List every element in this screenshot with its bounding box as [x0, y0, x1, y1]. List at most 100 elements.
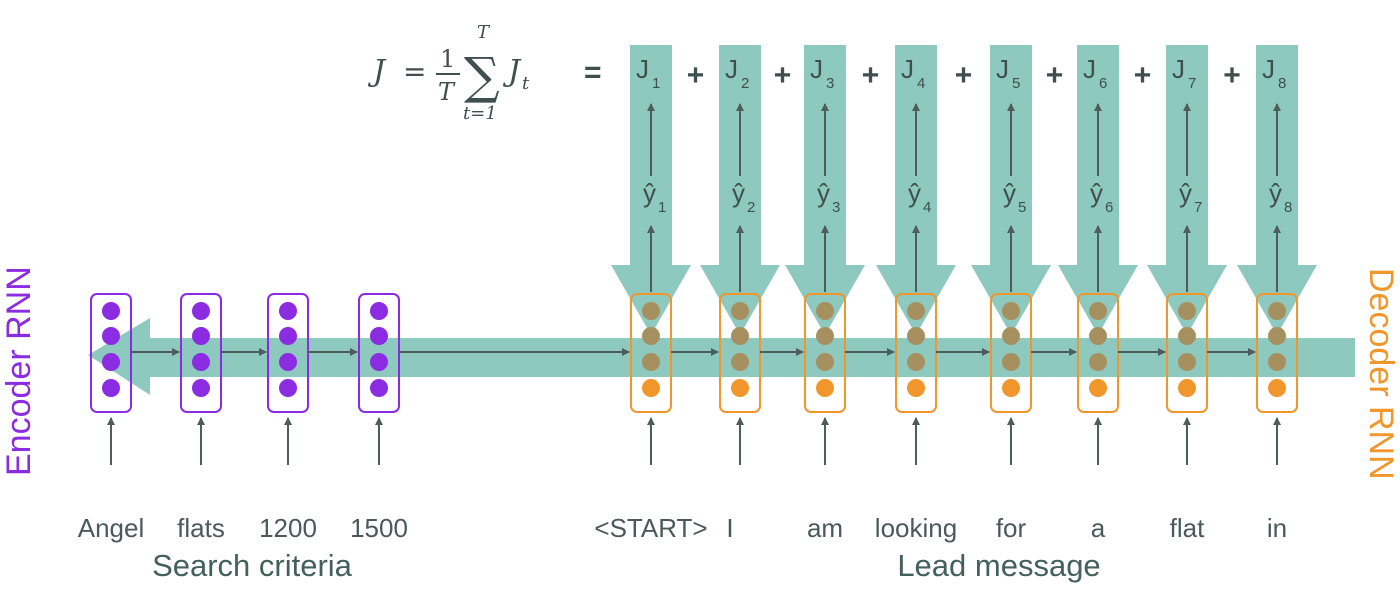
vertical-flow-arrowhead	[1058, 265, 1138, 335]
prediction-label: ŷ	[1090, 178, 1103, 208]
loss-term-label: J	[901, 54, 914, 84]
loss-formula: J = 1 T T ∑ t=1 J t =	[367, 22, 602, 124]
loss-term-subscript: 1	[652, 75, 660, 92]
decoder-hidden-unit	[1178, 327, 1196, 345]
prediction-subscript: 1	[658, 199, 666, 216]
decoder-input-word: <START>	[594, 513, 707, 543]
loss-term-subscript: 7	[1188, 75, 1196, 92]
prediction-label: ŷ	[643, 178, 656, 208]
loss-term-subscript: 8	[1278, 75, 1286, 92]
prediction-subscript: 6	[1105, 199, 1113, 216]
loss-term-subscript: 6	[1099, 75, 1107, 92]
prediction-label: ŷ	[732, 178, 745, 208]
decoder-hidden-unit	[907, 379, 925, 397]
encoder-hidden-unit	[279, 379, 297, 397]
decoder-hidden-unit	[642, 353, 660, 371]
plus-sign: +	[1223, 59, 1241, 92]
loss-sum-sign: ∑	[464, 47, 500, 105]
decoder-hidden-unit	[731, 302, 749, 320]
decoder-hidden-unit	[1002, 302, 1020, 320]
decoder-hidden-unit	[1178, 353, 1196, 371]
encoder-hidden-unit	[279, 327, 297, 345]
loss-term-subscript: 3	[826, 75, 834, 92]
decoder-input-word: looking	[875, 513, 957, 543]
vertical-flow-arrowhead	[785, 265, 865, 335]
encoder-hidden-unit	[192, 379, 210, 397]
labels-layer: Angel flats 1200 1500 <START>ŷ 1J 1 +Iŷ 2J 2 +amŷ 3…	[78, 54, 1293, 543]
decoder-input-word: I	[726, 513, 733, 543]
loss-total-equals: =	[584, 56, 602, 89]
decoder-input-word: in	[1267, 513, 1287, 543]
decoder-input-word: for	[996, 513, 1027, 543]
gradient-flow-layer	[88, 45, 1355, 395]
loss-term-label: J	[1083, 54, 1096, 84]
vertical-flow-arrowhead	[611, 265, 691, 335]
plus-sign: +	[1046, 59, 1064, 92]
prediction-subscript: 7	[1194, 199, 1202, 216]
loss-sum-upper: T	[477, 22, 491, 43]
loss-term: J	[502, 54, 522, 89]
encoder-side-label: Encoder RNN	[0, 266, 38, 476]
decoder-hidden-unit	[1002, 353, 1020, 371]
loss-lhs: J	[367, 54, 387, 89]
prediction-label: ŷ	[817, 178, 830, 208]
plus-sign: +	[955, 59, 973, 92]
decoder-hidden-unit	[816, 379, 834, 397]
decoder-hidden-unit	[1268, 353, 1286, 371]
vertical-flow-arrowhead	[1147, 265, 1227, 335]
loss-term-label: J	[725, 54, 738, 84]
loss-term-subscript: 2	[741, 75, 749, 92]
decoder-hidden-unit	[1089, 353, 1107, 371]
decoder-hidden-unit	[731, 379, 749, 397]
loss-frac-den: T	[438, 78, 456, 106]
decoder-input-word: am	[807, 513, 843, 543]
decoder-side-label: Decoder RNN	[1362, 268, 1400, 480]
decoder-hidden-unit	[642, 379, 660, 397]
decoder-hidden-unit	[1089, 302, 1107, 320]
decoder-hidden-unit	[1268, 327, 1286, 345]
prediction-subscript: 8	[1284, 199, 1292, 216]
encoder-hidden-unit	[370, 302, 388, 320]
prediction-subscript: 5	[1018, 199, 1026, 216]
loss-term-subscript: 4	[917, 75, 925, 92]
decoder-input-word: flat	[1170, 513, 1205, 543]
decoder-hidden-unit	[1002, 379, 1020, 397]
loss-term-label: J	[996, 54, 1009, 84]
decoder-hidden-unit	[907, 302, 925, 320]
prediction-subscript: 2	[747, 199, 755, 216]
prediction-subscript: 3	[832, 199, 840, 216]
decoder-hidden-unit	[816, 302, 834, 320]
encoder-input-word: flats	[177, 513, 225, 543]
loss-frac-num: 1	[440, 45, 455, 73]
loss-sum-lower: t=1	[463, 103, 497, 124]
prediction-label: ŷ	[1269, 178, 1282, 208]
decoder-hidden-unit	[816, 327, 834, 345]
encoder-caption: Search criteria	[152, 548, 353, 583]
decoder-cell	[1256, 293, 1298, 413]
encoder-hidden-unit	[370, 327, 388, 345]
decoder-input-word: a	[1091, 513, 1106, 543]
prediction-label: ŷ	[1003, 178, 1016, 208]
encoder-hidden-unit	[370, 379, 388, 397]
decoder-hidden-unit	[1089, 327, 1107, 345]
plus-sign: +	[687, 59, 705, 92]
vertical-flow-arrowhead	[1237, 265, 1317, 335]
vertical-flow-arrowhead	[876, 265, 956, 335]
decoder-hidden-unit	[642, 302, 660, 320]
prediction-subscript: 4	[923, 199, 931, 216]
encoder-input-word: 1500	[350, 513, 408, 543]
encoder-hidden-unit	[102, 302, 120, 320]
decoder-hidden-unit	[1178, 379, 1196, 397]
encoder-input-word: Angel	[78, 513, 145, 543]
encoder-hidden-unit	[192, 302, 210, 320]
encoder-hidden-unit	[102, 353, 120, 371]
decoder-hidden-unit	[731, 353, 749, 371]
loss-term-label: J	[636, 54, 649, 84]
loss-term-subscript: 5	[1012, 75, 1020, 92]
decoder-caption: Lead message	[897, 548, 1100, 583]
encoder-hidden-unit	[370, 353, 388, 371]
encoder-hidden-unit	[279, 353, 297, 371]
decoder-hidden-unit	[1089, 379, 1107, 397]
decoder-hidden-unit	[731, 327, 749, 345]
vertical-flow-arrowhead	[971, 265, 1051, 335]
